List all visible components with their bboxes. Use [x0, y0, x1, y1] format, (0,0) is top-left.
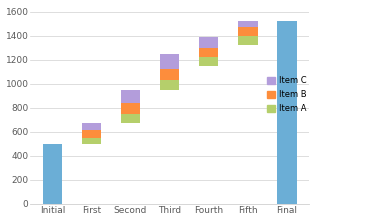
Bar: [199, 37, 218, 48]
Bar: [238, 21, 258, 27]
Bar: [199, 66, 218, 204]
Bar: [277, 21, 296, 204]
Bar: [199, 57, 218, 66]
Bar: [82, 138, 101, 144]
Bar: [121, 114, 140, 123]
Bar: [121, 90, 140, 103]
Bar: [160, 80, 179, 90]
Bar: [238, 45, 258, 204]
Bar: [238, 36, 258, 45]
Legend: Item C, Item B, Item A: Item C, Item B, Item A: [265, 74, 308, 115]
Bar: [160, 69, 179, 80]
Bar: [199, 48, 218, 57]
Bar: [121, 123, 140, 204]
Bar: [43, 144, 62, 204]
Bar: [238, 27, 258, 36]
Bar: [82, 123, 101, 130]
Bar: [82, 130, 101, 138]
Bar: [160, 53, 179, 69]
Bar: [121, 103, 140, 114]
Bar: [82, 144, 101, 204]
Bar: [160, 90, 179, 204]
